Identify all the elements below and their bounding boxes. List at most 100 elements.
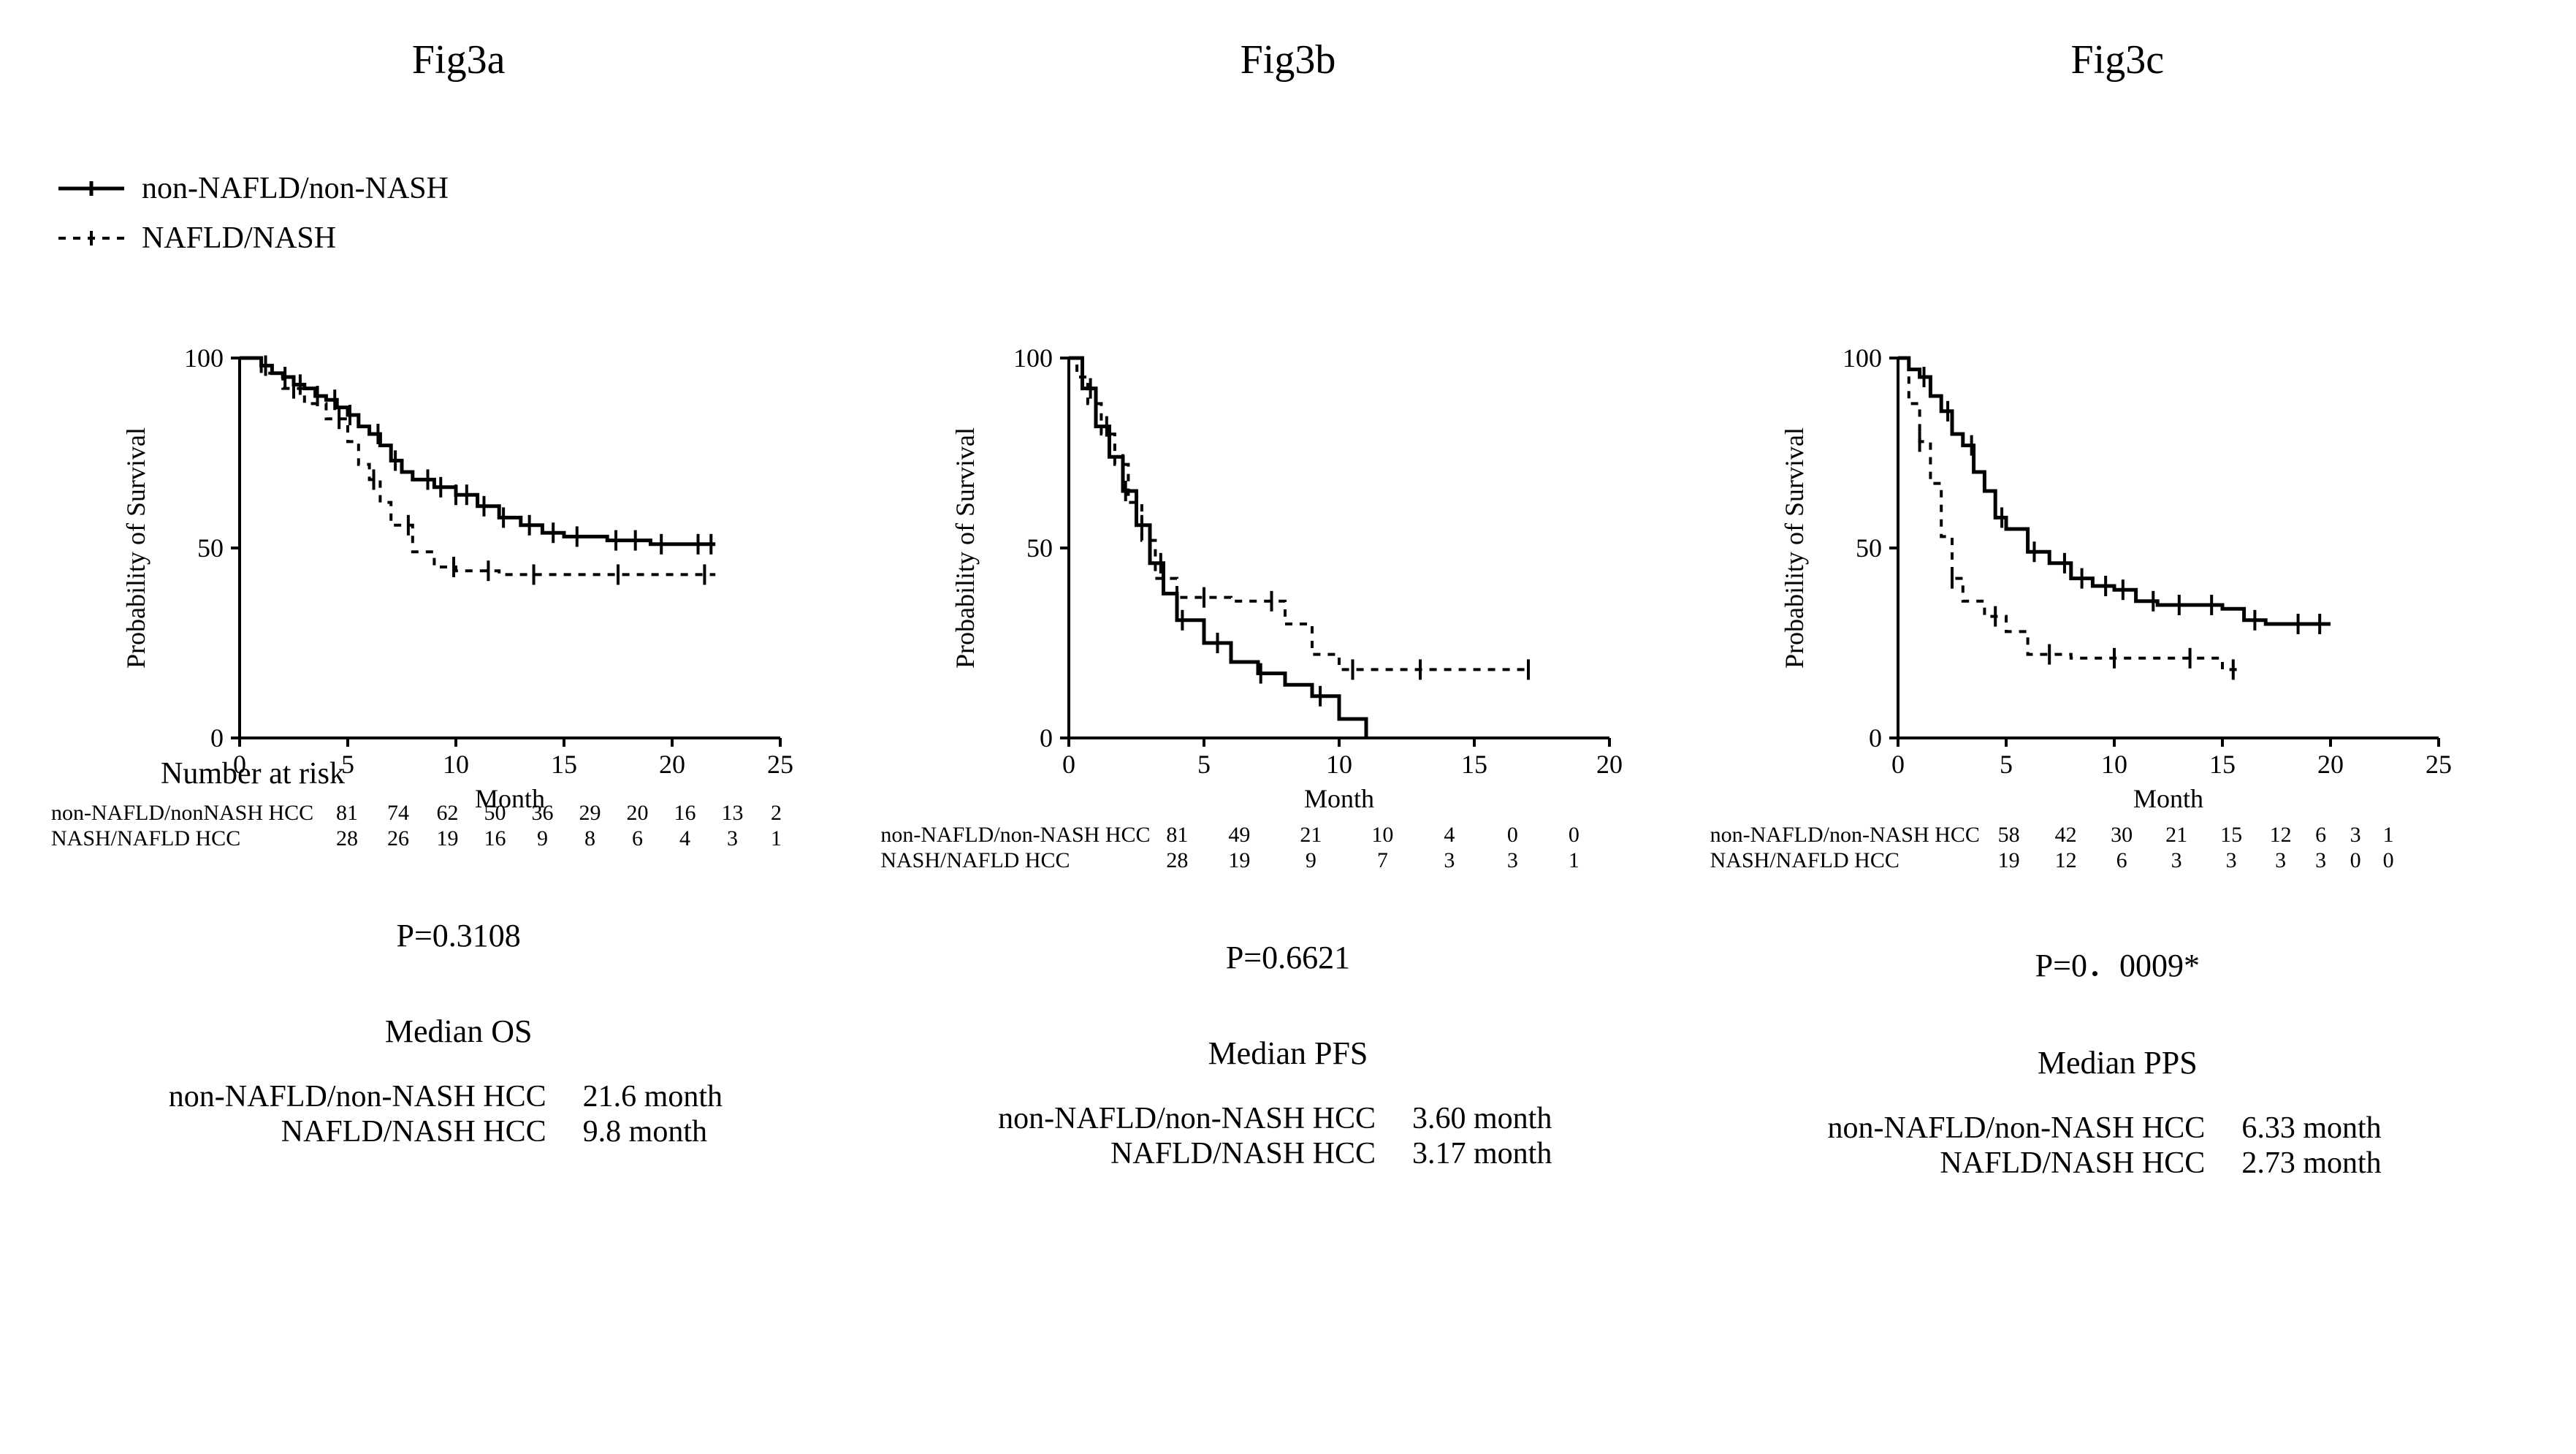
median-value: 3.17 month: [1412, 1136, 1580, 1171]
panel-c-title: Fig3c: [1703, 37, 2532, 83]
panel-c-pvalue: P=0．0009*: [1825, 939, 2409, 986]
risk-cell: 74: [373, 801, 424, 826]
panels-row: Number at risk 0501000510152025Probabili…: [44, 343, 2532, 1181]
risk-cell: 3: [2149, 848, 2204, 874]
risk-cell: 49: [1203, 823, 1275, 848]
risk-cell: 6: [2303, 823, 2339, 848]
svg-text:25: 25: [2426, 750, 2452, 779]
svg-text:Probability of Survival: Probability of Survival: [1780, 427, 1809, 669]
median-label: NAFLD/NASH HCC: [996, 1136, 1376, 1171]
svg-text:15: 15: [2209, 750, 2236, 779]
risk-cell: 0: [2372, 848, 2405, 874]
svg-text:50: 50: [197, 533, 224, 563]
risk-values-row: 281997331: [1151, 848, 1702, 874]
svg-text:20: 20: [659, 750, 685, 779]
risk-cell: 19: [1981, 848, 2038, 874]
svg-text:20: 20: [2317, 750, 2344, 779]
legend-swatch-solid-icon: [58, 178, 124, 199]
svg-text:5: 5: [2000, 750, 2013, 779]
panel-b-risk-values: 81492110400281997331: [1151, 823, 1702, 873]
risk-cell: 42: [2038, 823, 2095, 848]
svg-text:5: 5: [1197, 750, 1211, 779]
risk-cell: 29: [566, 801, 614, 826]
panel-c: 0501000510152025Probability of SurvivalM…: [1703, 343, 2532, 1181]
median-value: 9.8 month: [583, 1114, 751, 1149]
risk-cell: 3: [2204, 848, 2259, 874]
risk-cell: 28: [321, 826, 373, 852]
svg-text:0: 0: [1062, 750, 1075, 779]
number-at-risk-label: Number at risk: [161, 756, 345, 791]
svg-text:20: 20: [1596, 750, 1623, 779]
titles-row: Fig3a Fig3b Fig3c: [44, 37, 2532, 83]
risk-cell: 28: [1151, 848, 1203, 874]
panel-a-risk-table: non-NAFLD/nonNASH HCC NASH/NAFLD HCC 817…: [44, 801, 873, 851]
svg-text:10: 10: [1326, 750, 1352, 779]
risk-cell: 26: [373, 826, 424, 852]
panel-c-risk-table: non-NAFLD/non-NASH HCC NASH/NAFLD HCC 58…: [1703, 823, 2532, 873]
median-label: non-NAFLD/non-NASH HCC: [1825, 1111, 2205, 1146]
median-value: 6.33 month: [2241, 1111, 2409, 1146]
panel-b-risk-table: non-NAFLD/non-NASH HCC NASH/NAFLD HCC 81…: [873, 823, 1702, 873]
panel-c-stats: P=0．0009* Median PPS non-NAFLD/non-NASH …: [1825, 939, 2409, 1181]
risk-cell: 3: [1480, 848, 1544, 874]
panel-c-chart: 0 50 100 0 5 10 15 20 25 Probability of Survival M…: [1752, 343, 2482, 818]
risk-cell: 16: [471, 826, 519, 852]
risk-cell: 21: [1275, 823, 1346, 848]
risk-row-label: NASH/NAFLD HCC: [1710, 848, 1981, 874]
svg-text:100: 100: [184, 343, 224, 373]
median-label: NAFLD/NASH HCC: [1825, 1146, 2205, 1181]
svg-text:15: 15: [551, 750, 577, 779]
risk-cell: 13: [709, 801, 756, 826]
svg-text:100: 100: [1843, 343, 1882, 373]
median-value: 3.60 month: [1412, 1101, 1580, 1136]
risk-row-label: NASH/NAFLD HCC: [880, 848, 1151, 874]
risk-values-row: 584230211512631: [1981, 823, 2532, 848]
svg-text:10: 10: [2101, 750, 2127, 779]
median-label: NAFLD/NASH HCC: [167, 1114, 546, 1149]
legend-label-dashed: NAFLD/NASH: [142, 221, 336, 256]
risk-cell: 6: [2095, 848, 2149, 874]
panel-a-title: Fig3a: [44, 37, 873, 83]
svg-text:15: 15: [1461, 750, 1487, 779]
svg-text:Month: Month: [2133, 784, 2203, 813]
risk-cell: 7: [1346, 848, 1418, 874]
risk-row-label: non-NAFLD/non-NASH HCC: [880, 823, 1151, 848]
legend-label-solid: non-NAFLD/non-NASH: [142, 171, 449, 206]
median-label: non-NAFLD/non-NASH HCC: [167, 1079, 546, 1114]
legend-row-solid: non-NAFLD/non-NASH: [58, 171, 2532, 206]
risk-cell: 50: [471, 801, 519, 826]
svg-text:Month: Month: [1304, 784, 1374, 813]
risk-cell: 3: [1418, 848, 1480, 874]
risk-cell: 81: [321, 801, 373, 826]
panel-b-median-title: Median PFS: [996, 1035, 1580, 1072]
panel-b-chart: 05010005101520Probability of SurvivalMon…: [923, 343, 1653, 818]
median-value: 2.73 month: [2241, 1146, 2409, 1181]
risk-cell: 3: [2339, 823, 2372, 848]
risk-cell: 12: [2259, 823, 2303, 848]
panel-a-chart: 0501000510152025Probability of SurvivalM…: [94, 343, 824, 818]
risk-row-label: non-NAFLD/nonNASH HCC: [51, 801, 321, 826]
risk-cell: 12: [2038, 848, 2095, 874]
legend-swatch-dashed-icon: [58, 228, 124, 248]
risk-cell: 4: [1418, 823, 1480, 848]
risk-cell: 6: [614, 826, 661, 852]
risk-cell: 1: [756, 826, 796, 852]
risk-cell: 81: [1151, 823, 1203, 848]
risk-cell: 21: [2149, 823, 2204, 848]
svg-text:Probability of Survival: Probability of Survival: [121, 427, 150, 669]
risk-cell: 58: [1981, 823, 2038, 848]
risk-cell: 3: [2259, 848, 2303, 874]
svg-text:50: 50: [1856, 533, 1882, 563]
panel-b-title: Fig3b: [873, 37, 1702, 83]
svg-text:0: 0: [1891, 750, 1905, 779]
median-label: non-NAFLD/non-NASH HCC: [996, 1101, 1376, 1136]
legend: non-NAFLD/non-NASH NAFLD/NASH: [58, 171, 2532, 256]
legend-row-dashed: NAFLD/NASH: [58, 221, 2532, 256]
risk-cell: 15: [2204, 823, 2259, 848]
panel-b-pvalue: P=0.6621: [996, 939, 1580, 976]
risk-row-label: NASH/NAFLD HCC: [51, 826, 321, 852]
risk-cell: 1: [2372, 823, 2405, 848]
median-value: 21.6 month: [583, 1079, 751, 1114]
svg-text:0: 0: [1869, 723, 1882, 753]
risk-cell: 4: [661, 826, 709, 852]
